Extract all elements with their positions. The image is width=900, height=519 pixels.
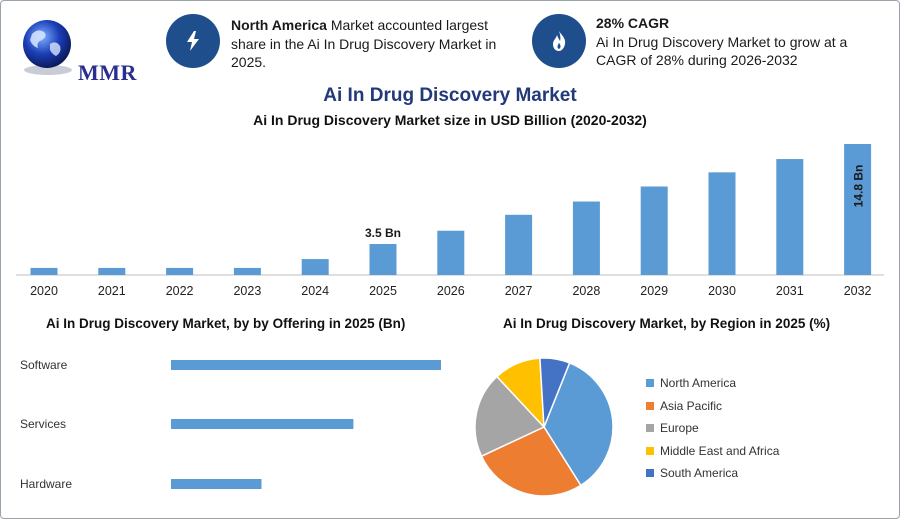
region-legend: North America Asia Pacific Europe Middle Ea…	[646, 372, 779, 485]
region-chart-title: Ai In Drug Discovery Market, by Region i…	[503, 316, 831, 331]
callout-highlight: North America	[231, 17, 327, 33]
offering-chart-title: Ai In Drug Discovery Market, by by Offer…	[46, 316, 406, 331]
offering-label: Services	[20, 417, 66, 431]
legend-swatch	[646, 424, 654, 433]
bar-2029	[640, 186, 668, 275]
offering-label: Hardware	[20, 477, 72, 491]
data-label: 14.8 Bn	[852, 165, 866, 208]
legend-label: Asia Pacific	[660, 398, 723, 413]
legend-label: Europe	[660, 421, 699, 436]
legend-swatch	[646, 446, 654, 455]
bar-2020	[30, 267, 58, 275]
north-america-callout: North America Market accounted largest s…	[231, 16, 506, 72]
legend-item: Europe	[646, 417, 779, 440]
bar-2027	[505, 214, 533, 275]
x-tick-label: 2022	[166, 284, 194, 298]
x-tick-label: 2032	[844, 284, 872, 298]
cagr-heading: 28% CAGR	[596, 15, 670, 31]
legend-swatch	[646, 469, 654, 478]
legend-swatch	[646, 401, 654, 410]
pie-slice-asia-pacific	[480, 426, 582, 497]
x-tick-label: 2030	[708, 284, 736, 298]
bar-2032	[844, 144, 872, 275]
legend-item: Asia Pacific	[646, 395, 779, 418]
callout-text: Market accounted largest share in the Ai…	[231, 17, 497, 70]
x-tick-label: 2029	[640, 284, 668, 298]
legend-label: South America	[660, 466, 739, 481]
bar-2030	[708, 172, 736, 275]
pie-slice-europe	[474, 375, 546, 458]
x-tick-label: 2025	[369, 284, 397, 298]
legend-label: Middle East and Africa	[660, 443, 780, 458]
data-label: 3.5 Bn	[365, 226, 401, 240]
chart-subtitle: Ai In Drug Discovery Market size in USD …	[253, 112, 647, 128]
legend-swatch	[646, 379, 654, 388]
x-tick-label: 2031	[776, 284, 804, 298]
globe-icon	[23, 20, 72, 75]
offering-label: Software	[20, 358, 68, 372]
x-tick-label: 2023	[233, 284, 261, 298]
pie-slice-north-america	[543, 361, 614, 487]
region-pie-chart	[474, 358, 614, 497]
bar-2021	[98, 267, 126, 275]
bar-2026	[437, 230, 465, 275]
bar-2022	[166, 267, 194, 275]
x-tick-label: 2028	[572, 284, 600, 298]
lightning-icon	[166, 14, 220, 68]
mmr-logo: MMR	[14, 14, 144, 85]
cagr-callout: 28% CAGR Ai In Drug Discovery Market to …	[596, 14, 861, 70]
x-tick-label: 2026	[437, 284, 465, 298]
pie-slice-south-america	[539, 358, 571, 428]
offering-bar-software	[171, 360, 441, 370]
offering-bar-chart: Software Services Hardware	[20, 358, 441, 491]
x-tick-label: 2021	[98, 284, 126, 298]
offering-bar-services	[171, 419, 354, 429]
bar-2028	[572, 201, 600, 275]
legend-item: South America	[646, 462, 779, 485]
legend-item: Middle East and Africa	[646, 440, 779, 463]
bar-2025	[369, 244, 397, 275]
legend-item: North America	[646, 372, 779, 395]
x-tick-label: 2020	[30, 284, 58, 298]
x-tick-label: 2027	[505, 284, 533, 298]
bar-2031	[776, 159, 804, 275]
bar-2023	[233, 267, 261, 275]
x-tick-label: 2024	[301, 284, 329, 298]
flame-icon	[532, 14, 586, 68]
logo-text: MMR	[78, 60, 137, 85]
bar-2024	[301, 259, 329, 275]
offering-bar-hardware	[171, 479, 262, 489]
legend-label: North America	[660, 376, 737, 391]
page-title: Ai In Drug Discovery Market	[323, 85, 577, 106]
cagr-text: Ai In Drug Discovery Market to grow at a…	[596, 33, 848, 69]
